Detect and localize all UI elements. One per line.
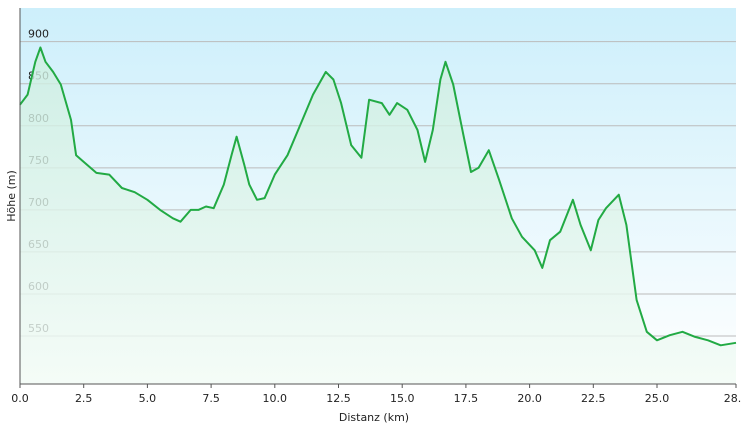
x-tick-label: 5.0 (139, 392, 157, 405)
x-tick-label: 2.5 (75, 392, 93, 405)
x-tick-label: 10.0 (263, 392, 288, 405)
x-tick-label: 17.5 (454, 392, 479, 405)
x-tick-label: 22.5 (581, 392, 606, 405)
x-axis-label: Distanz (km) (339, 411, 409, 424)
x-tick-label: 7.5 (202, 392, 220, 405)
x-tick-label: 25.0 (645, 392, 670, 405)
x-tick-label: 12.5 (326, 392, 351, 405)
area-fill (20, 47, 736, 384)
x-tick-label: 0.0 (11, 392, 29, 405)
x-tick-label: 28.1 (724, 392, 741, 405)
x-tick-label: 20.0 (517, 392, 542, 405)
elevation-line (19, 46, 737, 347)
y-tick-label: 900 (28, 28, 49, 41)
x-tick-label: 15.0 (390, 392, 415, 405)
y-axis-label: Höhe (m) (5, 170, 18, 222)
